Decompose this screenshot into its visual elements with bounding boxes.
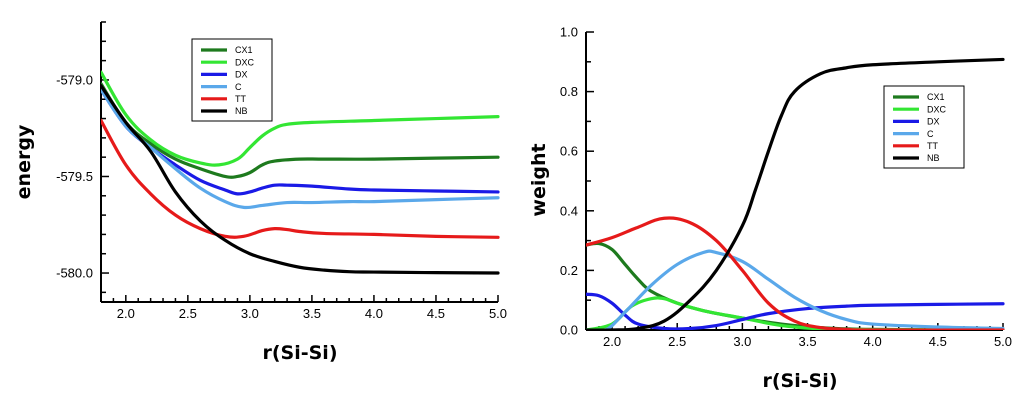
x-tick-label: 4.0: [864, 334, 882, 349]
legend-label-nb: NB: [927, 153, 940, 163]
y-tick-label: 1.0: [560, 25, 578, 40]
series-line-c: [101, 87, 500, 210]
legend-label-c: C: [927, 129, 934, 139]
y-tick-label: -580.0: [56, 266, 93, 281]
x-tick-label: 3.0: [241, 306, 259, 321]
y-tick-label: 0.6: [560, 144, 578, 159]
x-tick-label: 4.5: [929, 334, 947, 349]
series-line-nb: [586, 57, 1005, 330]
series-line-nb: [101, 84, 500, 275]
x-tick-label: 3.5: [798, 334, 816, 349]
legend-label-cx1: CX1: [927, 92, 945, 102]
legend-label-dx: DX: [235, 70, 248, 80]
x-tick-label: 4.5: [427, 306, 445, 321]
x-tick-label: 2.5: [179, 306, 197, 321]
x-tick-label: 3.0: [733, 334, 751, 349]
y-axis-title: energy: [13, 124, 35, 199]
x-tick-label: 3.5: [303, 306, 321, 321]
legend-box: [883, 85, 965, 169]
series-line-dxc: [101, 70, 500, 167]
legend-label-dxc: DXC: [927, 104, 947, 114]
legend-label-dx: DX: [927, 117, 940, 127]
y-tick-label: -579.0: [56, 72, 93, 87]
legend-box: [191, 38, 273, 122]
y-tick-label: 0.2: [560, 263, 578, 278]
x-tick-label: 2.5: [668, 334, 686, 349]
legend-label-cx1: CX1: [235, 45, 253, 55]
energy-chart: 2.0 2.5 3.0 3.5 4.0 4.5 5.0 -579.0 -579.5 -580.0 r…: [13, 21, 507, 364]
x-tick-label: 2.0: [117, 306, 135, 321]
legend-label-nb: NB: [235, 106, 248, 116]
series-line-cx1: [101, 82, 500, 179]
legend-label-c: C: [235, 82, 242, 92]
x-axis-title: r(Si-Si): [262, 342, 337, 364]
weight-chart: 2.0 2.5 3.0 3.5 4.0 4.5 5.0 0.0 0.2 0.4 0.6 0.8 1.0 r…: [528, 25, 1012, 393]
x-tick-label: 5.0: [994, 334, 1012, 349]
legend-label-dxc: DXC: [235, 57, 255, 67]
y-tick-label: 0.8: [560, 84, 578, 99]
series-line-dx: [586, 292, 1005, 330]
y-tick-label: 0.0: [560, 323, 578, 338]
series-line-tt: [101, 118, 500, 239]
legend-label-tt: TT: [235, 94, 246, 104]
series-line-tt: [586, 216, 1005, 330]
y-tick-label: -579.5: [56, 169, 93, 184]
x-axis-title: r(Si-Si): [762, 370, 837, 392]
y-tick-label: 0.4: [560, 203, 578, 218]
series-line-c: [586, 249, 1005, 330]
x-tick-label: 2.0: [603, 334, 621, 349]
series-line-dx: [101, 87, 500, 196]
legend-label-tt: TT: [927, 141, 938, 151]
x-tick-label: 4.0: [365, 306, 383, 321]
y-axis-title: weight: [528, 143, 550, 216]
x-tick-label: 5.0: [489, 306, 507, 321]
